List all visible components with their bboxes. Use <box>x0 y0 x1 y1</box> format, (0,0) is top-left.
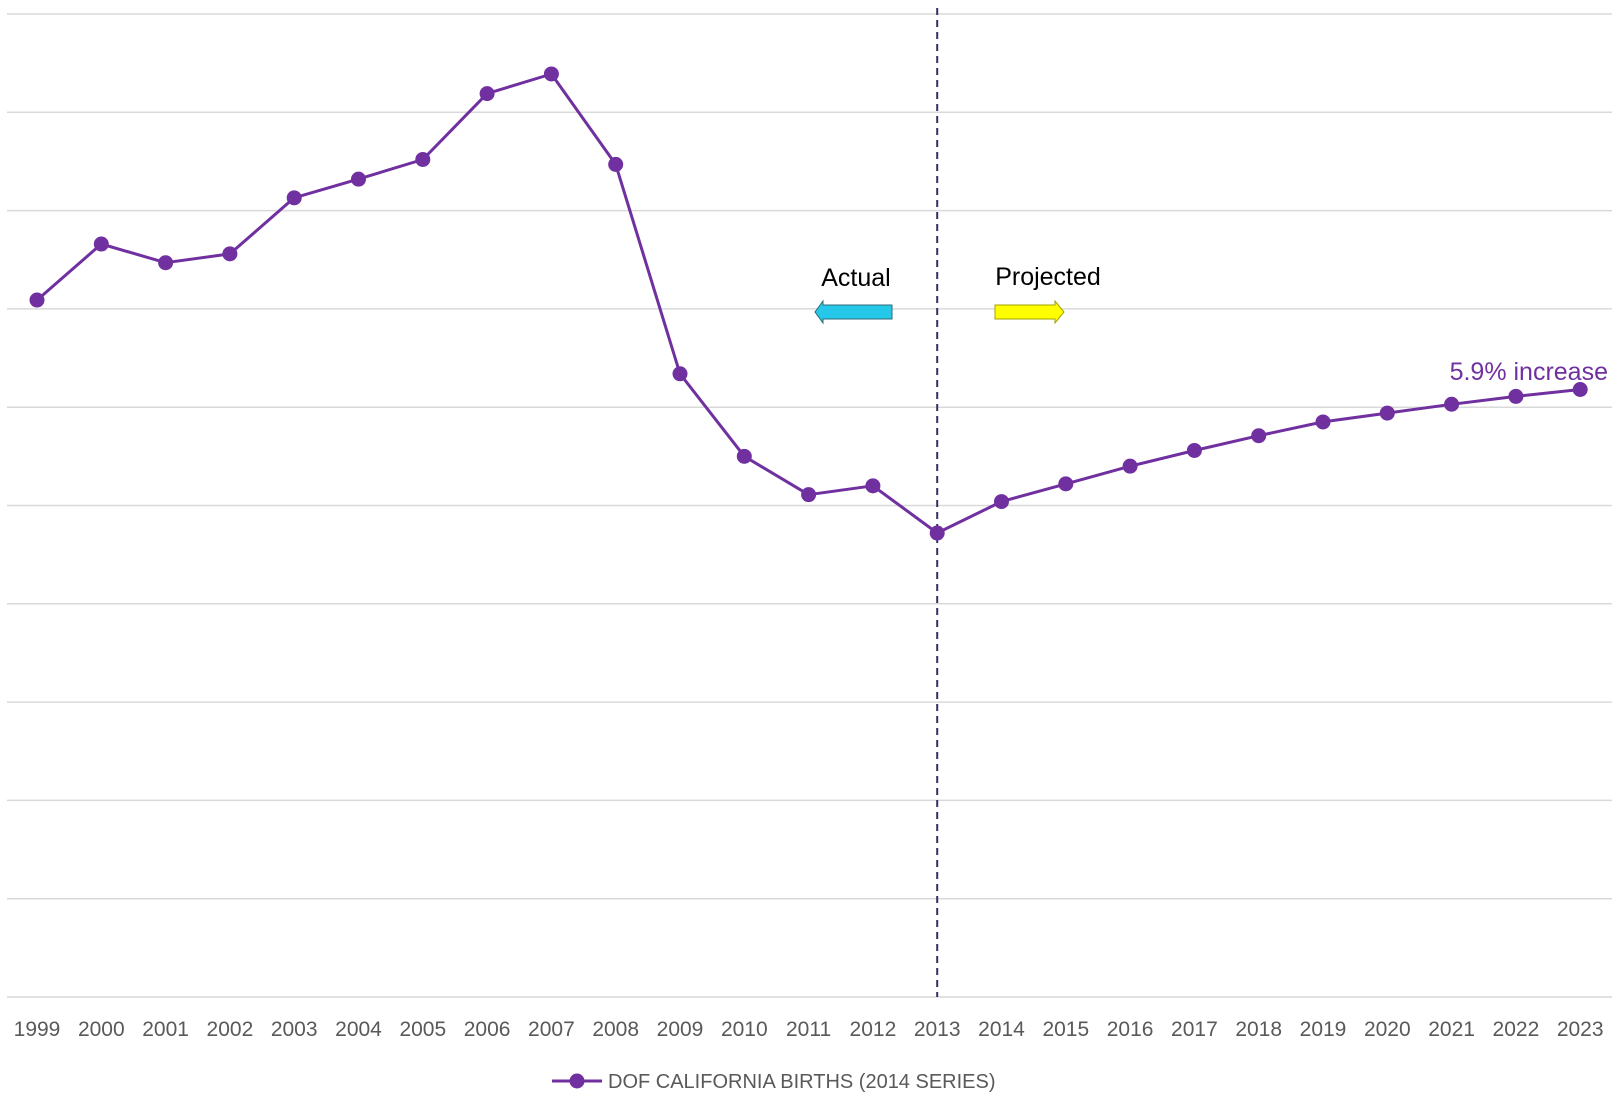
data-point-2002 <box>222 246 238 262</box>
projected-label: Projected <box>995 263 1101 291</box>
legend-marker <box>569 1073 585 1089</box>
x-tick-label: 2001 <box>142 1018 189 1041</box>
x-tick-label: 2013 <box>914 1018 961 1041</box>
actual-label: Actual <box>821 264 890 292</box>
data-point-2013 <box>929 525 945 541</box>
x-tick-label: 2010 <box>721 1018 768 1041</box>
data-point-1999 <box>29 292 45 308</box>
data-point-2009 <box>672 366 688 382</box>
data-point-2011 <box>801 487 817 503</box>
data-point-2012 <box>865 478 881 494</box>
x-tick-label: 2022 <box>1493 1018 1540 1041</box>
series-line <box>36 72 1581 535</box>
x-tick-label: 2009 <box>657 1018 704 1041</box>
x-tick-label: 2016 <box>1107 1018 1154 1041</box>
x-tick-label: 2020 <box>1364 1018 1411 1041</box>
data-point-2020 <box>1379 405 1395 421</box>
actual-arrow-icon <box>814 299 893 325</box>
data-point-2015 <box>1058 476 1074 492</box>
x-tick-label: 1999 <box>14 1018 61 1041</box>
gridlines <box>7 13 1612 998</box>
data-point-2023 <box>1572 382 1588 398</box>
data-point-2021 <box>1444 396 1460 412</box>
x-tick-label: 2004 <box>335 1018 382 1041</box>
x-tick-label: 2023 <box>1557 1018 1604 1041</box>
x-tick-label: 2000 <box>78 1018 125 1041</box>
data-point-2004 <box>351 171 366 187</box>
x-tick-label: 2006 <box>464 1018 511 1041</box>
data-point-2022 <box>1508 388 1524 404</box>
x-tick-label: 2019 <box>1300 1018 1347 1041</box>
data-point-2010 <box>736 448 752 464</box>
data-point-2018 <box>1251 428 1267 444</box>
x-tick-label: 2011 <box>786 1018 831 1041</box>
x-tick-label: 2005 <box>399 1018 446 1041</box>
x-tick-label: 2012 <box>850 1018 897 1041</box>
data-point-2000 <box>93 236 109 252</box>
data-point-2017 <box>1186 442 1202 458</box>
projected-arrow-icon <box>994 299 1065 325</box>
x-tick-label: 2017 <box>1171 1018 1218 1041</box>
x-tick-label: 2014 <box>978 1018 1025 1041</box>
x-tick-label: 2007 <box>528 1018 575 1041</box>
data-point-2007 <box>543 66 559 82</box>
x-tick-label: 2003 <box>271 1018 318 1041</box>
series-points <box>29 66 1588 541</box>
data-point-2005 <box>415 151 431 167</box>
legend: DOF CALIFORNIA BIRTHS (2014 SERIES) <box>552 1071 996 1093</box>
x-tick-label: 2021 <box>1428 1018 1475 1041</box>
data-point-2006 <box>479 86 495 102</box>
x-tick-label: 2018 <box>1235 1018 1282 1041</box>
data-point-2008 <box>608 156 624 172</box>
increase-annotation: 5.9% increase <box>1450 358 1608 386</box>
data-point-2019 <box>1315 414 1331 430</box>
x-tick-label: 2008 <box>592 1018 639 1041</box>
data-point-2016 <box>1122 458 1138 474</box>
legend-label: DOF CALIFORNIA BIRTHS (2014 SERIES) <box>608 1071 996 1093</box>
x-tick-label: 2015 <box>1042 1018 1089 1041</box>
x-tick-label: 2002 <box>207 1018 254 1041</box>
x-axis-tick-labels: 1999 2000 2001 2002 2003 2004 2005 2006 2007 2008… <box>14 1018 1604 1041</box>
data-point-2001 <box>158 255 174 271</box>
data-point-2003 <box>286 190 302 206</box>
series-line-layer <box>36 72 1581 535</box>
data-point-2014 <box>994 494 1009 510</box>
